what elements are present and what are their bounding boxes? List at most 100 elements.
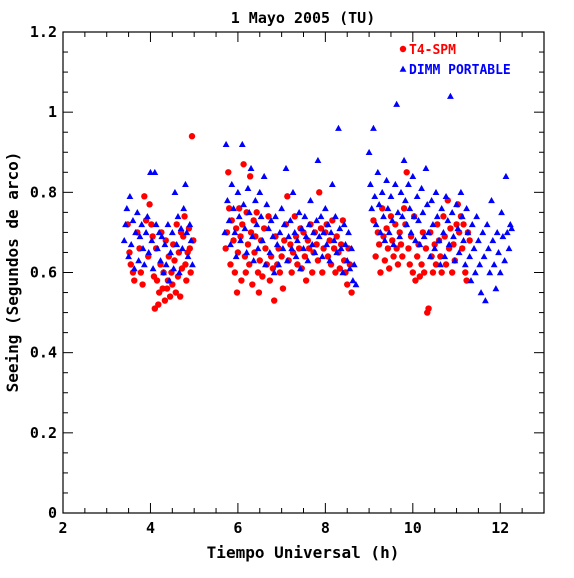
t4-point [187,269,194,276]
dimm-point [139,245,147,252]
t4-point [399,253,406,260]
dimm-point [401,196,409,204]
dimm-point [152,221,160,228]
dimm-point [460,237,467,244]
dimm-point [122,221,129,228]
t4-point [390,253,397,260]
t4-point [386,265,393,272]
dimm-point [158,233,166,240]
dimm-point [333,249,341,256]
dimm-point [170,265,178,272]
dimm-point [142,229,150,236]
dimm-point [431,245,439,252]
t4-point [459,245,466,252]
dimm-point [311,249,319,256]
dimm-point [187,237,195,244]
dimm-point [178,245,186,252]
t4-point [375,241,383,248]
dimm-point [232,253,240,260]
dimm-point [418,184,425,192]
t4-point [344,281,351,288]
dimm-point [455,249,463,256]
t4-point [155,301,162,308]
dimm-point [346,265,354,272]
dimm-point [458,212,466,220]
dimm-point [445,241,453,248]
dimm-point [133,208,141,216]
dimm-point [162,261,170,268]
t4-point [409,269,417,276]
dimm-point [186,221,194,228]
t4-point [309,269,316,276]
dimm-point [398,212,406,220]
dimm-point [252,196,259,204]
dimm-point [243,249,251,256]
t4-point [182,261,189,268]
dimm-point [270,269,278,276]
dimm-point [335,124,342,131]
t4-point [153,277,161,284]
dimm-point [365,148,373,155]
dimm-point [273,241,281,248]
t4-point [225,169,232,176]
dimm-point [228,180,236,188]
t4-point [276,269,284,276]
y-axis-label: Seeing (Segundos de arco) [3,152,22,393]
dimm-point [324,221,332,228]
t4-point [126,249,133,256]
dimm-point [238,140,246,147]
dimm-point [289,188,297,196]
dimm-point [337,245,345,252]
t4-point [330,245,338,252]
dimm-point [247,164,255,172]
dimm-point [503,229,511,236]
dimm-point [254,245,262,252]
dimm-point [300,245,307,252]
dimm-point [127,241,135,248]
dimm-point [440,229,447,236]
t4-point [254,269,262,276]
dimm-point [349,277,357,284]
t4-point [416,273,424,280]
dimm-point [175,269,183,276]
y-tick-label: 0.8 [30,183,57,201]
dimm-point [285,233,293,240]
dimm-point [129,216,137,224]
t4-point [159,285,166,292]
t4-point [238,277,245,284]
t4-point [400,205,408,212]
t4-point [183,277,190,284]
dimm-point [297,265,304,272]
t4-point [239,221,246,228]
dimm-point [482,297,489,304]
dimm-point [488,196,495,204]
t4-point [181,213,188,220]
dimm-point [301,212,309,220]
dimm-point [227,241,234,248]
dimm-point [184,253,192,260]
t4-point [240,161,247,168]
t4-point [139,281,146,288]
t4-point [381,257,389,264]
t4-point [249,281,256,288]
dimm-point [305,221,313,228]
dimm-point [339,269,347,276]
dimm-point [138,221,146,228]
dimm-point [151,168,159,176]
x-tick-label: 8 [321,519,330,537]
dimm-point [485,245,492,252]
dimm-point [313,216,321,224]
dimm-point [375,200,383,208]
dimm-point [506,221,514,228]
dimm-point [345,229,352,236]
dimm-point [173,241,181,248]
dimm-point [425,229,432,236]
y-tick-label: 0 [48,504,57,522]
dimm-point [451,257,459,264]
dimm-point [120,237,128,244]
dimm-point [310,229,317,236]
dimm-point [288,245,296,252]
dimm-point [253,221,261,228]
dimm-point [461,261,469,268]
dimm-point [405,180,412,188]
